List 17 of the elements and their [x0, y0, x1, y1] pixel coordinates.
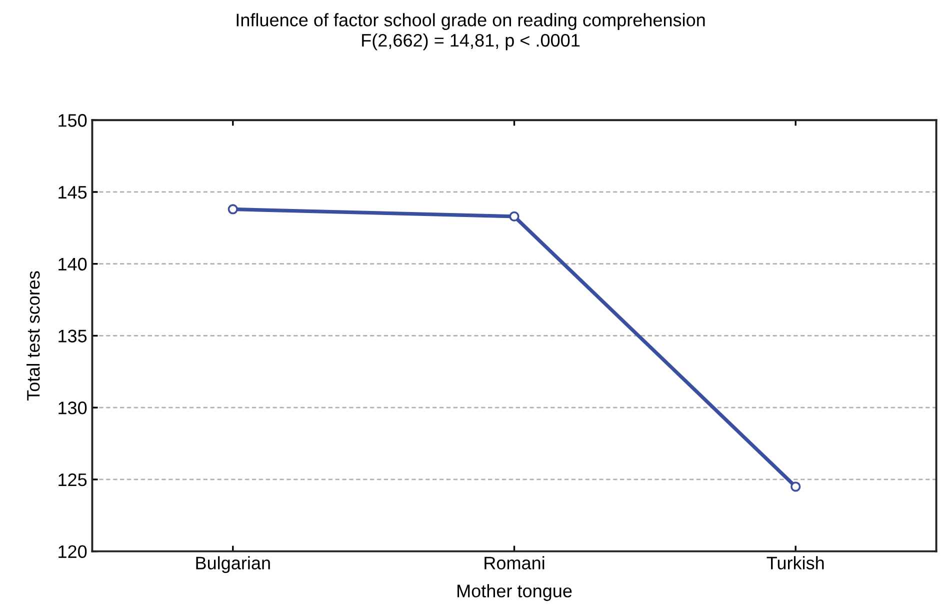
x-tick-label: Romani	[484, 556, 544, 570]
y-tick-label: 150	[58, 114, 87, 127]
x-tick-label: Turkish	[766, 556, 824, 570]
point	[228, 204, 238, 214]
y-tick-label: 120	[58, 545, 87, 558]
chart-title: Influence of factor school grade on reading comprehension	[236, 13, 705, 30]
y-tick-label: 140	[58, 258, 87, 271]
y-axis-title: Total test scores	[26, 271, 40, 401]
x-tick-label: Bulgarian	[196, 556, 270, 574]
point	[790, 482, 801, 492]
y-tick-label: 135	[58, 330, 87, 342]
x-axis-title: Mother tongue	[458, 584, 572, 601]
chart-subtitle: F(2,662) = 14,81, p < .0001	[362, 33, 580, 50]
y-tick-label: 130	[58, 402, 87, 414]
y-tick-label: 145	[58, 186, 87, 199]
point	[509, 211, 520, 222]
y-tick-label: 125	[58, 473, 87, 486]
